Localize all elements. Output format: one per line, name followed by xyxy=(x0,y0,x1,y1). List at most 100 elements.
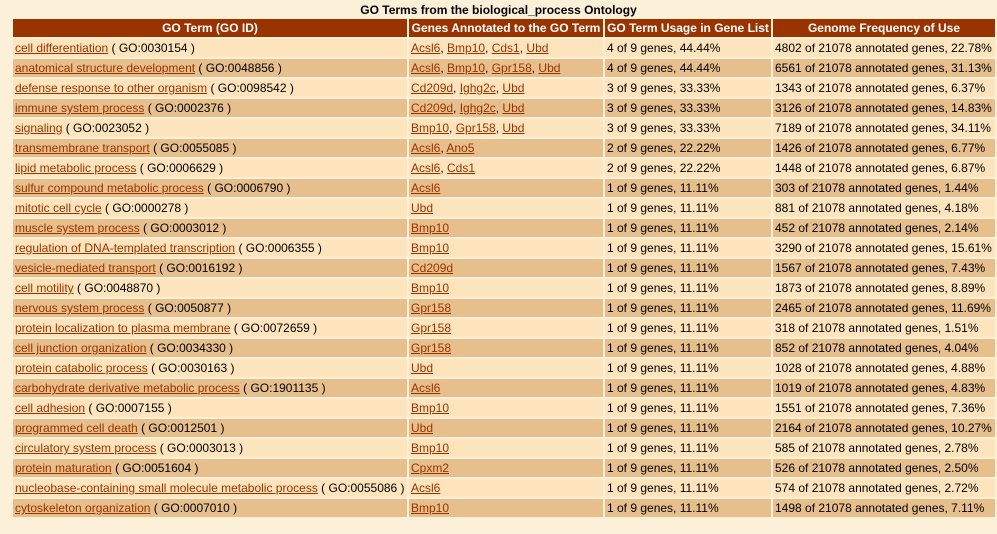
gene-link[interactable]: Gpr158 xyxy=(411,341,452,355)
gene-link[interactable]: Cds1 xyxy=(447,161,476,175)
usage-cell: 1 of 9 genes, 11.11% xyxy=(605,459,771,477)
usage-cell: 4 of 9 genes, 44.44% xyxy=(605,59,771,77)
usage-cell: 1 of 9 genes, 11.11% xyxy=(605,239,771,257)
table-row: mitotic cell cycle ( GO:0000278 ) Ubd 1 of… xyxy=(13,199,995,217)
go-term-link[interactable]: immune system process xyxy=(15,101,145,115)
go-id: GO:1901135 xyxy=(250,381,319,395)
gene-link[interactable]: Ubd xyxy=(411,201,434,215)
genes-cell: Acsl6 xyxy=(409,379,603,397)
go-term-cell: lipid metabolic process ( GO:0006629 ) xyxy=(13,159,407,177)
table-row: protein catabolic process ( GO:0030163 )… xyxy=(13,359,995,377)
gene-link[interactable]: Gpr158 xyxy=(491,61,532,75)
go-id: GO:0030163 xyxy=(158,361,228,375)
gene-link[interactable]: Bmp10 xyxy=(411,221,450,235)
gene-link[interactable]: Acsl6 xyxy=(411,481,441,495)
gene-link[interactable]: Bmp10 xyxy=(447,41,486,55)
gene-link[interactable]: Cds1 xyxy=(491,41,520,55)
gene-link[interactable]: Ubd xyxy=(526,41,549,55)
genome-frequency-cell: 4802 of 21078 annotated genes, 22.78% xyxy=(773,39,995,57)
go-term-link[interactable]: nervous system process xyxy=(15,301,145,315)
gene-link[interactable]: Ubd xyxy=(502,81,525,95)
genes-cell: Bmp10 xyxy=(409,239,603,257)
go-term-link[interactable]: defense response to other organism xyxy=(15,81,208,95)
gene-link[interactable]: Gpr158 xyxy=(411,301,452,315)
gene-link[interactable]: Ighg2c xyxy=(459,101,496,115)
go-id: GO:0051604 xyxy=(122,461,192,475)
gene-link[interactable]: Bmp10 xyxy=(411,241,450,255)
go-term-link[interactable]: cell differentiation xyxy=(15,41,109,55)
go-term-link[interactable]: protein maturation xyxy=(15,461,112,475)
gene-link[interactable]: Acsl6 xyxy=(411,161,441,175)
genome-frequency-cell: 7189 of 21078 annotated genes, 34.11% xyxy=(773,119,995,137)
gene-link[interactable]: Acsl6 xyxy=(411,141,441,155)
table-row: regulation of DNA-templated transcriptio… xyxy=(13,239,995,257)
go-term-link[interactable]: carbohydrate derivative metabolic proces… xyxy=(15,381,240,395)
go-id: GO:0072659 xyxy=(241,321,310,335)
gene-link[interactable]: Ubd xyxy=(411,361,434,375)
gene-link[interactable]: Cpxm2 xyxy=(411,461,450,475)
gene-link[interactable]: Ubd xyxy=(502,121,525,135)
go-term-cell: circulatory system process ( GO:0003013 … xyxy=(13,439,407,457)
go-term-link[interactable]: sulfur compound metabolic process xyxy=(15,181,204,195)
go-term-link[interactable]: cell motility xyxy=(15,281,74,295)
gene-link[interactable]: Acsl6 xyxy=(411,61,441,75)
go-term-cell: defense response to other organism ( GO:… xyxy=(13,79,407,97)
gene-link[interactable]: Acsl6 xyxy=(411,381,441,395)
gene-link[interactable]: Bmp10 xyxy=(411,441,450,455)
gene-link[interactable]: Ubd xyxy=(411,421,434,435)
genes-cell: Bmp10 xyxy=(409,279,603,297)
usage-cell: 1 of 9 genes, 11.11% xyxy=(605,439,771,457)
gene-link[interactable]: Ano5 xyxy=(446,141,475,155)
genome-frequency-cell: 3126 of 21078 annotated genes, 14.83% xyxy=(773,99,995,117)
go-term-link[interactable]: regulation of DNA-templated transcriptio… xyxy=(15,241,236,255)
gene-link[interactable]: Gpr158 xyxy=(411,321,452,335)
gene-link[interactable]: Bmp10 xyxy=(411,401,450,415)
go-term-link[interactable]: muscle system process xyxy=(15,221,140,235)
gene-link[interactable]: Bmp10 xyxy=(411,121,450,135)
gene-link[interactable]: Ubd xyxy=(538,61,561,75)
gene-link[interactable]: Acsl6 xyxy=(411,41,441,55)
go-term-link[interactable]: signaling xyxy=(15,121,63,135)
go-term-link[interactable]: vesicle-mediated transport xyxy=(15,261,156,275)
gene-link[interactable]: Ighg2c xyxy=(459,81,496,95)
go-term-link[interactable]: mitotic cell cycle xyxy=(15,201,102,215)
header-usage: GO Term Usage in Gene List xyxy=(605,19,771,37)
table-row: vesicle-mediated transport ( GO:0016192 … xyxy=(13,259,995,277)
genome-frequency-cell: 574 of 21078 annotated genes, 2.72% xyxy=(773,479,995,497)
go-term-link[interactable]: circulatory system process xyxy=(15,441,157,455)
go-id: GO:0006790 xyxy=(214,181,284,195)
gene-link[interactable]: Bmp10 xyxy=(411,501,450,515)
genome-frequency-cell: 1343 of 21078 annotated genes, 6.37% xyxy=(773,79,995,97)
gene-link[interactable]: Gpr158 xyxy=(455,121,496,135)
genome-frequency-cell: 2164 of 21078 annotated genes, 10.27% xyxy=(773,419,995,437)
gene-link[interactable]: Bmp10 xyxy=(411,281,450,295)
usage-cell: 1 of 9 genes, 11.11% xyxy=(605,259,771,277)
usage-cell: 4 of 9 genes, 44.44% xyxy=(605,39,771,57)
go-term-link[interactable]: cytoskeleton organization xyxy=(15,501,151,515)
gene-link[interactable]: Cd209d xyxy=(411,101,454,115)
go-term-link[interactable]: cell adhesion xyxy=(15,401,86,415)
gene-link[interactable]: Cd209d xyxy=(411,261,454,275)
gene-link[interactable]: Cd209d xyxy=(411,81,454,95)
table-row: cell adhesion ( GO:0007155 ) Bmp10 1 of 9 … xyxy=(13,399,995,417)
genes-cell: Cpxm2 xyxy=(409,459,603,477)
go-id: GO:0023052 xyxy=(73,121,142,135)
go-id: GO:0006355 xyxy=(245,241,315,255)
go-id: GO:0048870 xyxy=(84,281,154,295)
gene-link[interactable]: Acsl6 xyxy=(411,181,441,195)
go-term-link[interactable]: protein catabolic process xyxy=(15,361,148,375)
go-term-link[interactable]: programmed cell death xyxy=(15,421,138,435)
go-term-link[interactable]: lipid metabolic process xyxy=(15,161,137,175)
table-row: nervous system process ( GO:0050877 ) Gpr… xyxy=(13,299,995,317)
go-term-link[interactable]: protein localization to plasma membrane xyxy=(15,321,231,335)
go-term-link[interactable]: anatomical structure development xyxy=(15,61,196,75)
genes-cell: Gpr158 xyxy=(409,299,603,317)
go-term-link[interactable]: transmembrane transport xyxy=(15,141,150,155)
gene-link[interactable]: Bmp10 xyxy=(447,61,486,75)
genome-frequency-cell: 1498 of 21078 annotated genes, 7.11% xyxy=(773,499,995,517)
gene-link[interactable]: Ubd xyxy=(502,101,525,115)
go-term-cell: transmembrane transport ( GO:0055085 ) xyxy=(13,139,407,157)
genome-frequency-cell: 3290 of 21078 annotated genes, 15.61% xyxy=(773,239,995,257)
go-term-link[interactable]: cell junction organization xyxy=(15,341,147,355)
go-term-link[interactable]: nucleobase-containing small molecule met… xyxy=(15,481,318,495)
